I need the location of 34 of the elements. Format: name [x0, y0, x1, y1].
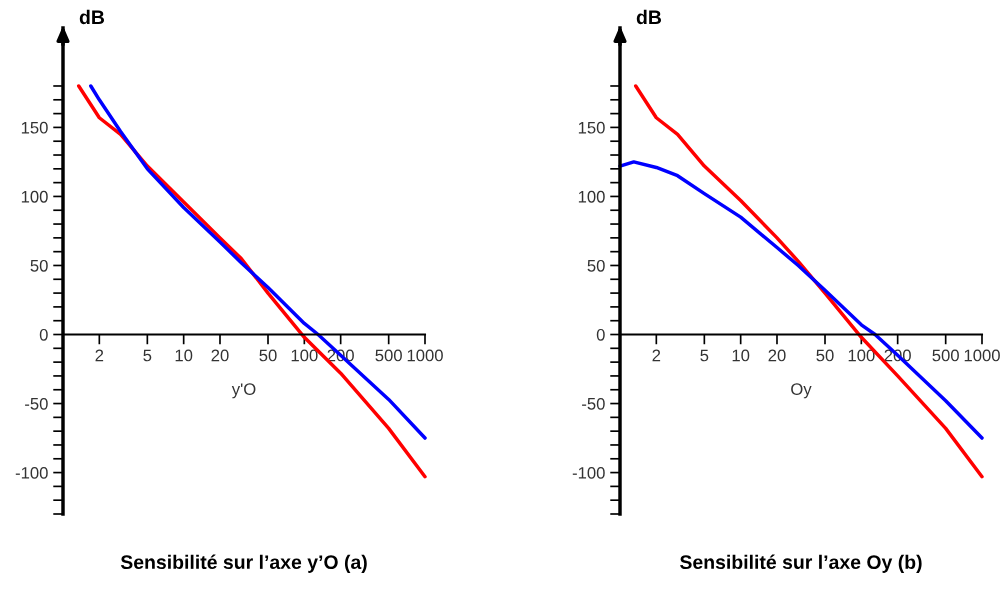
y-tick-label: 100 — [21, 190, 48, 203]
y-tick-label: -50 — [582, 397, 605, 410]
x-tick-label: 20 — [768, 349, 786, 362]
x-tick-label: 5 — [143, 349, 152, 362]
x-tick-label: 500 — [932, 349, 959, 362]
y-tick-label: 100 — [578, 190, 605, 203]
x-tick-label: 2 — [95, 349, 104, 362]
y-axis-title: dB — [79, 9, 105, 25]
x-tick-label: 20 — [211, 349, 229, 362]
y-tick-label: 150 — [21, 121, 48, 134]
x-axis-title: y'O — [231, 383, 256, 399]
y-tick-label: 0 — [596, 328, 605, 341]
y-tick-label: -100 — [572, 466, 605, 479]
y-tick-label: -50 — [25, 397, 48, 410]
x-tick-label: 10 — [732, 349, 750, 362]
x-tick-label: 1000 — [407, 349, 443, 362]
x-tick-label: 1000 — [964, 349, 1000, 362]
x-tick-label: 50 — [259, 349, 277, 362]
x-tick-label: 2 — [652, 349, 661, 362]
y-tick-label: 50 — [30, 259, 48, 272]
x-axis-title: Oy — [791, 383, 812, 399]
text: Sensibilité sur l’axe y’O (a) — [120, 554, 367, 573]
y-tick-label: 0 — [39, 328, 48, 341]
y-axis-title: dB — [636, 9, 662, 25]
x-tick-label: 100 — [848, 349, 875, 362]
x-tick-label: 500 — [375, 349, 402, 362]
x-tick-label: 10 — [175, 349, 193, 362]
text: Sensibilité sur l’axe Oy (b) — [680, 554, 922, 573]
y-tick-label: 50 — [587, 259, 605, 272]
y-tick-label: 150 — [578, 121, 605, 134]
x-tick-label: 5 — [700, 349, 709, 362]
x-tick-label: 100 — [291, 349, 318, 362]
x-tick-label: 50 — [816, 349, 834, 362]
y-tick-label: -100 — [15, 466, 48, 479]
